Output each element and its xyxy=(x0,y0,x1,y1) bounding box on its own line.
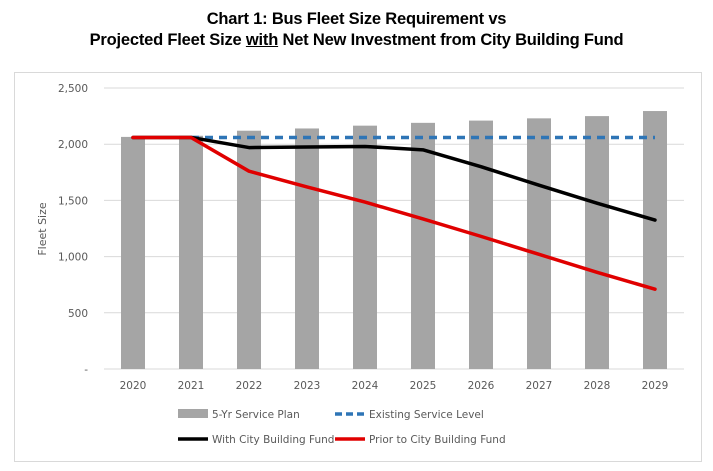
legend-item: Existing Service Level xyxy=(335,409,484,421)
title-underlined-word: with xyxy=(245,31,279,49)
x-axis-ticks: 2020 2021 2022 2023 2024 2025 2026 2027 2028 2029 xyxy=(120,380,669,392)
legend-item: With City Building Fund xyxy=(178,434,334,446)
bar-2023 xyxy=(295,128,319,369)
y-axis-ticks: - 500 1,000 1,500 2,000 2,500 xyxy=(58,83,88,376)
line-with-city-building-fund xyxy=(131,135,657,222)
line-prior-to-city-building-fund xyxy=(131,135,657,291)
x-tick-label: 2022 xyxy=(236,380,263,392)
x-tick-label: 2020 xyxy=(120,380,147,392)
x-tick-label: 2029 xyxy=(642,380,669,392)
y-tick-label: 1,000 xyxy=(58,252,88,264)
bar-2025 xyxy=(411,122,435,370)
bar-2029 xyxy=(643,111,667,370)
chart-title: Chart 1: Bus Fleet Size Requirement vs P… xyxy=(0,9,713,51)
legend-label: With City Building Fund xyxy=(212,434,334,446)
x-tick-label: 2025 xyxy=(410,380,437,392)
bar-2021 xyxy=(179,135,203,369)
legend-label: Prior to City Building Fund xyxy=(369,434,506,446)
bar-series xyxy=(121,111,667,370)
x-tick-label: 2028 xyxy=(584,380,611,392)
x-tick-label: 2027 xyxy=(526,380,553,392)
legend-label: 5-Yr Service Plan xyxy=(212,409,300,421)
y-tick-label: 1,500 xyxy=(58,195,88,207)
x-tick-label: 2021 xyxy=(178,380,205,392)
y-axis-title: Fleet Size xyxy=(36,202,49,256)
y-tick-label: - xyxy=(84,364,88,376)
legend-item: 5-Yr Service Plan xyxy=(178,409,300,421)
title-text: Projected Fleet Size xyxy=(89,31,246,49)
chart-frame xyxy=(14,72,702,462)
y-tick-label: 2,000 xyxy=(58,139,88,151)
bar-2026 xyxy=(469,120,493,369)
bar-2020 xyxy=(121,136,145,369)
legend-swatch xyxy=(178,409,208,418)
bar-2028 xyxy=(585,116,609,369)
x-tick-label: 2023 xyxy=(294,380,321,392)
chart-title-line-1: Chart 1: Bus Fleet Size Requirement vs xyxy=(206,10,507,28)
y-tick-label: 2,500 xyxy=(58,83,88,95)
legend-label: Existing Service Level xyxy=(369,409,484,421)
chart-title-line-2: Projected Fleet Size with Net New Invest… xyxy=(0,30,713,51)
bar-2024 xyxy=(353,125,377,370)
legend-item: Prior to City Building Fund xyxy=(335,434,506,446)
y-tick-label: 500 xyxy=(68,308,88,320)
bar-2027 xyxy=(527,118,551,370)
x-tick-label: 2026 xyxy=(468,380,495,392)
legend: 5-Yr Service Plan Existing Service Level W… xyxy=(178,409,506,446)
title-text: Net New Investment from City Building Fu… xyxy=(278,31,624,49)
line-series xyxy=(131,135,657,291)
x-tick-label: 2024 xyxy=(352,380,379,392)
